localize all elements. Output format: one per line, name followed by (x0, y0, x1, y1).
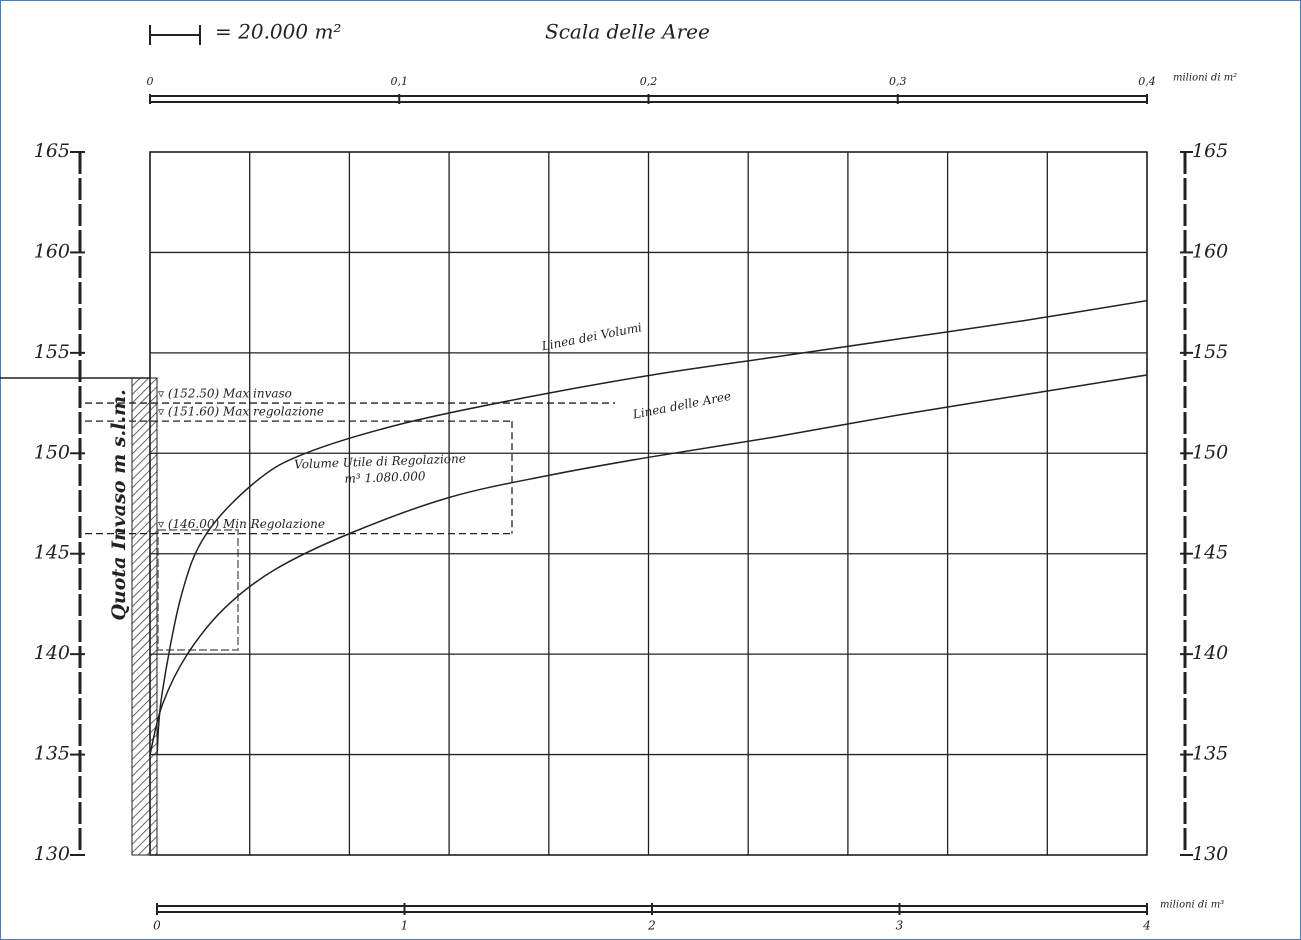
y2-tick-label: 135 (1192, 743, 1228, 765)
y-tick-label: 145 (34, 542, 70, 564)
x2-tick-label: 0,1 (391, 75, 409, 88)
x-tick-label: 1 (401, 919, 409, 933)
annotation: Volume Utile di Regolazione (294, 452, 466, 472)
y-tick-label: 130 (34, 843, 70, 865)
y-tick-label: 165 (34, 140, 70, 162)
x-label: milioni di m³ (1160, 900, 1224, 911)
y-tick-label: 135 (34, 743, 70, 765)
x2-label: milioni di m² (1173, 73, 1237, 84)
chart-title: Scala delle Aree (545, 20, 710, 44)
y-tick-label: 155 (34, 341, 70, 363)
y-tick-label: 150 (34, 441, 70, 463)
level-label: ▿ (146.00) Min Regolazione (158, 517, 325, 531)
chart: = 20.000 m² Scala delle Aree milioni di … (0, 0, 1301, 940)
level-label: ▿ (152.50) Max invaso (158, 387, 292, 401)
y2-tick-label: 160 (1192, 240, 1228, 262)
y-tick-label: 160 (34, 240, 70, 262)
y2-tick-label: 165 (1192, 140, 1228, 162)
y2-tick-label: 155 (1192, 341, 1228, 363)
x-tick-label: 0 (153, 919, 161, 933)
x-tick-label: 4 (1142, 919, 1151, 933)
dam-section (132, 378, 157, 855)
y2-tick-label: 150 (1192, 441, 1228, 463)
series-label: Linea delle Aree (631, 389, 732, 422)
y2-tick-label: 130 (1192, 843, 1228, 865)
x-tick-label: 2 (647, 919, 656, 933)
scale-note: = 20.000 m² (215, 20, 341, 44)
y2-tick-label: 140 (1192, 642, 1228, 664)
annotation: m³ 1.080.000 (344, 469, 426, 486)
x2-tick-label: 0,3 (889, 75, 907, 88)
x2-tick-label: 0,4 (1138, 75, 1156, 88)
series-label: Linea dei Volumi (540, 320, 644, 353)
y-tick-label: 140 (34, 642, 70, 664)
y-axis-title: Quota Invaso m s.l.m. (108, 389, 130, 620)
level-label: ▿ (151.60) Max regolazione (158, 405, 324, 419)
y2-tick-label: 145 (1192, 542, 1228, 564)
x-tick-label: 3 (896, 919, 904, 933)
x2-tick-label: 0 (147, 75, 154, 88)
x2-tick-label: 0,2 (640, 75, 658, 88)
